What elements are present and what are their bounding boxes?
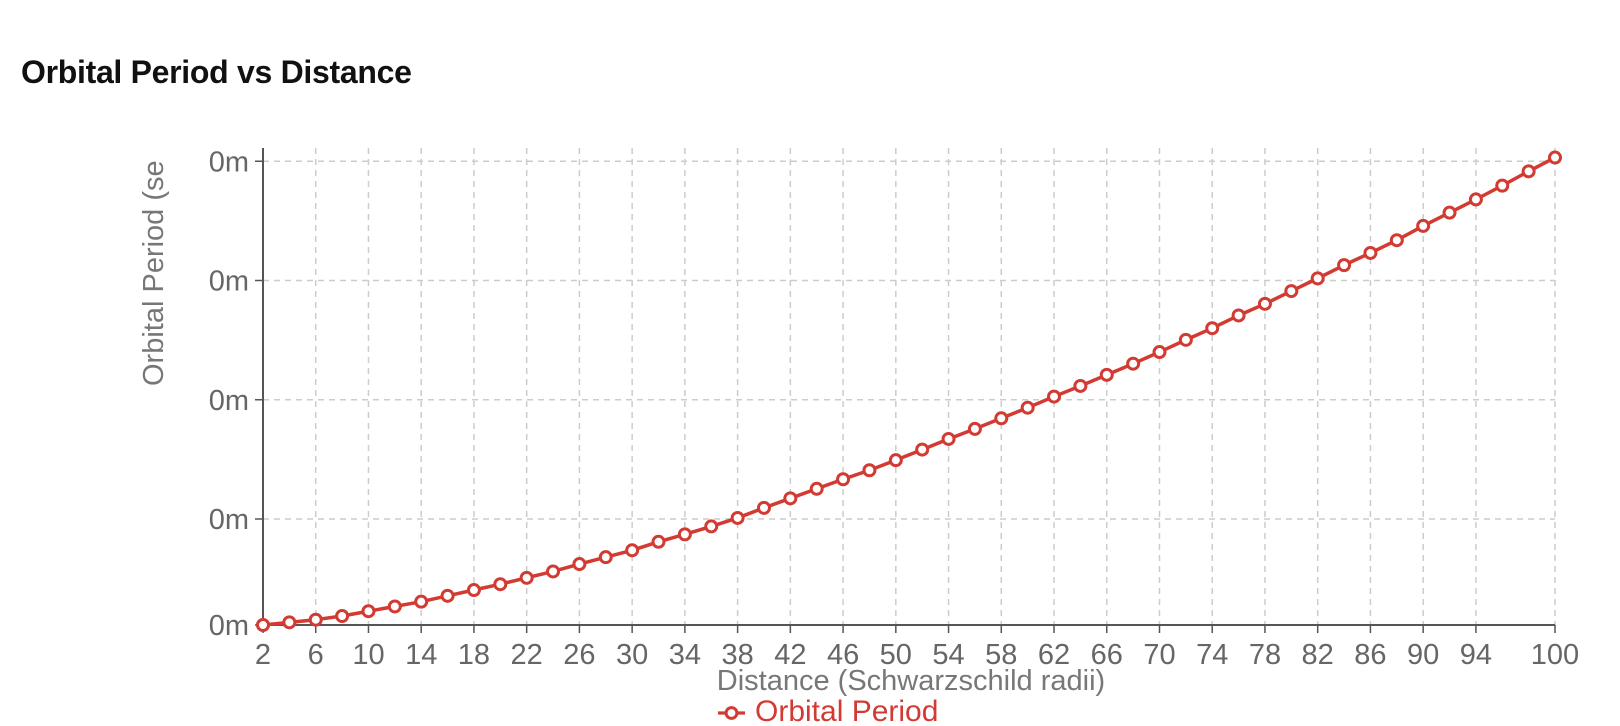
series-line bbox=[262, 155, 1556, 627]
label-layer: Distance (Schwarzschild radii) Orbital P… bbox=[138, 160, 1105, 697]
data-point[interactable] bbox=[1363, 245, 1378, 260]
x-tick-label: 86 bbox=[1354, 639, 1386, 671]
data-point[interactable] bbox=[1099, 367, 1114, 382]
data-point[interactable] bbox=[1152, 345, 1167, 360]
y-tick-label: 0m bbox=[209, 385, 249, 417]
data-point[interactable] bbox=[809, 481, 824, 496]
x-tick-label: 66 bbox=[1091, 639, 1123, 671]
series-layer bbox=[256, 150, 1562, 632]
x-axis-title: Distance (Schwarzschild radii) bbox=[717, 665, 1105, 697]
x-tick-label: 26 bbox=[563, 639, 595, 671]
data-point[interactable] bbox=[941, 431, 956, 446]
data-point[interactable] bbox=[414, 594, 429, 609]
data-point[interactable] bbox=[440, 588, 455, 603]
data-point[interactable] bbox=[888, 453, 903, 468]
y-tick-label: 0m bbox=[209, 146, 249, 178]
data-point[interactable] bbox=[704, 519, 719, 534]
data-point[interactable] bbox=[598, 550, 613, 565]
data-point[interactable] bbox=[466, 583, 481, 598]
data-point[interactable] bbox=[651, 534, 666, 549]
y-tick-label: 0m bbox=[209, 266, 249, 298]
data-point[interactable] bbox=[915, 442, 930, 457]
data-point[interactable] bbox=[493, 577, 508, 592]
data-point[interactable] bbox=[625, 543, 640, 558]
x-tick-label: 38 bbox=[721, 639, 753, 671]
data-point[interactable] bbox=[1548, 150, 1562, 165]
data-point[interactable] bbox=[1231, 308, 1246, 323]
data-point[interactable] bbox=[1416, 218, 1431, 233]
data-point[interactable] bbox=[546, 564, 561, 579]
legend-label: Orbital Period bbox=[755, 695, 938, 726]
data-point[interactable] bbox=[308, 612, 323, 627]
data-point[interactable] bbox=[335, 608, 350, 623]
x-tick-label: 50 bbox=[880, 639, 912, 671]
data-point[interactable] bbox=[1205, 321, 1220, 336]
y-tick-label: 0m bbox=[209, 610, 249, 642]
data-point[interactable] bbox=[1126, 356, 1141, 371]
data-point[interactable] bbox=[967, 421, 982, 436]
data-point[interactable] bbox=[1337, 258, 1352, 273]
data-point[interactable] bbox=[1442, 205, 1457, 220]
data-point[interactable] bbox=[361, 604, 376, 619]
data-point[interactable] bbox=[1495, 178, 1510, 193]
x-tick-label: 22 bbox=[511, 639, 543, 671]
data-point[interactable] bbox=[1284, 284, 1299, 299]
data-point[interactable] bbox=[836, 472, 851, 487]
y-axis-title: Orbital Period (se bbox=[138, 160, 170, 386]
x-tick-label: 94 bbox=[1460, 639, 1492, 671]
axis-layer: 2 6 10 14 18 22 26 30 34 38 42 46 50 54 58 62 66 70 74 78 82… bbox=[209, 146, 1579, 671]
data-point[interactable] bbox=[1310, 271, 1325, 286]
x-tick-label: 82 bbox=[1302, 639, 1334, 671]
data-point[interactable] bbox=[1020, 400, 1035, 415]
x-tick-label: 70 bbox=[1143, 639, 1175, 671]
x-tick-label: 10 bbox=[352, 639, 384, 671]
x-tick-label: 74 bbox=[1196, 639, 1228, 671]
x-tick-label: 58 bbox=[985, 639, 1017, 671]
x-tick-label: 2 bbox=[255, 639, 271, 671]
data-point[interactable] bbox=[1389, 233, 1404, 248]
data-point[interactable] bbox=[756, 500, 771, 515]
data-point[interactable] bbox=[1047, 389, 1062, 404]
x-tick-label: 34 bbox=[669, 639, 701, 671]
x-tick-label: 100 bbox=[1531, 639, 1579, 671]
data-point[interactable] bbox=[519, 570, 534, 585]
data-point[interactable] bbox=[256, 618, 270, 632]
data-point[interactable] bbox=[730, 510, 745, 525]
data-point[interactable] bbox=[387, 599, 402, 614]
x-tick-label: 18 bbox=[458, 639, 490, 671]
data-point[interactable] bbox=[282, 615, 297, 630]
x-tick-label: 30 bbox=[616, 639, 648, 671]
x-tick-label: 54 bbox=[932, 639, 964, 671]
x-tick-label: 42 bbox=[774, 639, 806, 671]
x-tick-label: 46 bbox=[827, 639, 859, 671]
x-tick-label: 6 bbox=[308, 639, 324, 671]
data-point[interactable] bbox=[783, 491, 798, 506]
x-tick-label: 78 bbox=[1249, 639, 1281, 671]
data-point[interactable] bbox=[677, 527, 692, 542]
data-point[interactable] bbox=[1073, 378, 1088, 393]
x-tick-label: 90 bbox=[1407, 639, 1439, 671]
data-point[interactable] bbox=[572, 557, 587, 572]
data-point[interactable] bbox=[1468, 192, 1483, 207]
legend: Orbital Period bbox=[718, 695, 938, 726]
grid-layer bbox=[262, 148, 1556, 626]
data-point[interactable] bbox=[1521, 164, 1536, 179]
y-tick-label: 0m bbox=[209, 504, 249, 536]
data-point[interactable] bbox=[862, 463, 877, 478]
data-point[interactable] bbox=[1257, 296, 1272, 311]
legend-marker-swatch bbox=[724, 706, 739, 720]
data-point[interactable] bbox=[994, 411, 1009, 426]
x-tick-label: 62 bbox=[1038, 639, 1070, 671]
data-point[interactable] bbox=[1178, 332, 1193, 347]
x-tick-label: 14 bbox=[405, 639, 437, 671]
chart-title: Orbital Period vs Distance bbox=[21, 54, 412, 90]
